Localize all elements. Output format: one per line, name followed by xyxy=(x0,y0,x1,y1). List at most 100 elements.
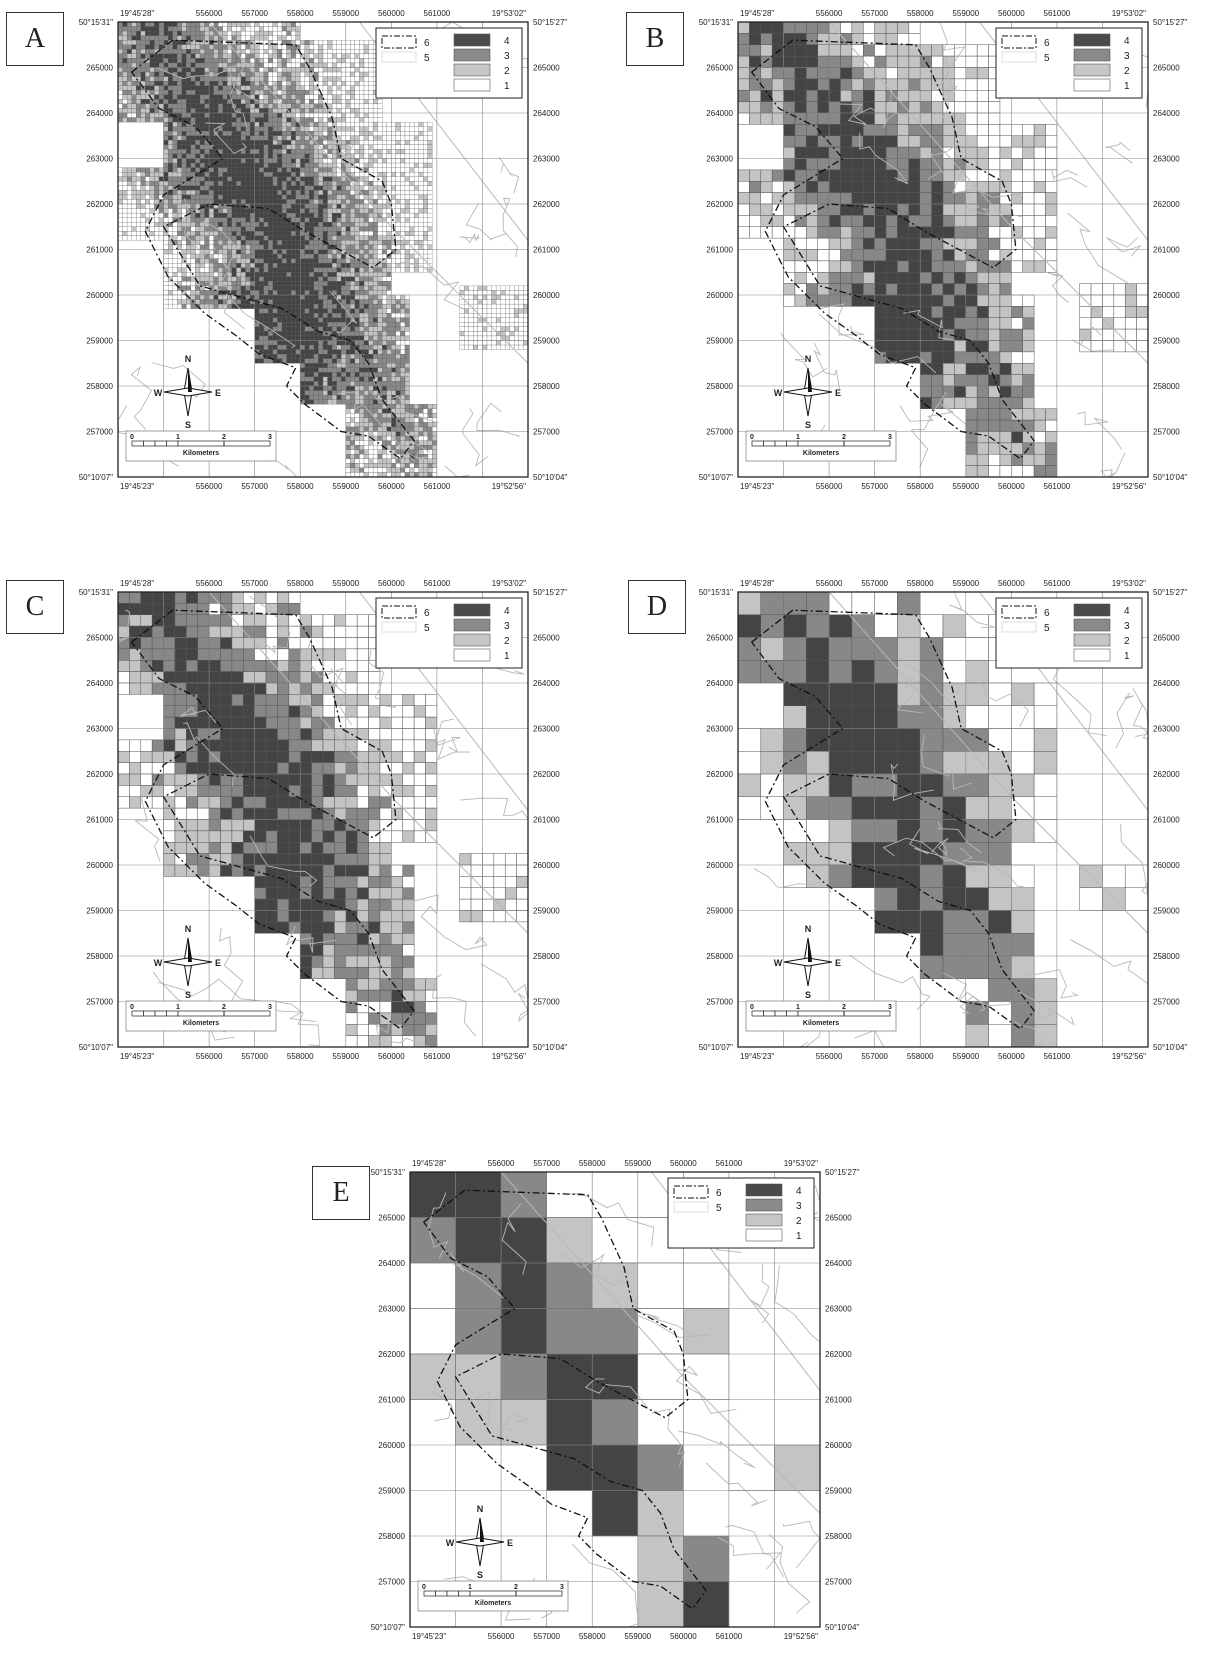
raster-cell xyxy=(241,218,246,223)
raster-cell xyxy=(136,118,141,123)
raster-cell xyxy=(232,72,237,77)
raster-cell xyxy=(209,99,214,104)
raster-cell xyxy=(318,113,323,118)
raster-cell xyxy=(118,108,123,113)
raster-cell xyxy=(227,272,232,277)
raster-cell xyxy=(337,236,342,241)
raster-cell xyxy=(273,136,278,141)
raster-cell xyxy=(296,259,301,264)
raster-cell xyxy=(300,90,305,95)
raster-cell xyxy=(350,118,355,123)
raster-cell xyxy=(268,58,273,63)
raster-cell xyxy=(300,391,305,396)
raster-cell xyxy=(328,227,333,232)
raster-cell xyxy=(396,368,401,373)
raster-cell xyxy=(259,259,264,264)
raster-cell xyxy=(396,427,401,432)
raster-cell xyxy=(350,58,355,63)
raster-cell xyxy=(314,113,319,118)
raster-cell xyxy=(314,199,319,204)
raster-cell xyxy=(346,227,351,232)
raster-cell xyxy=(309,359,314,364)
raster-cell xyxy=(241,190,246,195)
raster-cell xyxy=(369,377,374,382)
raster-cell xyxy=(195,159,200,164)
raster-cell xyxy=(168,300,173,305)
raster-cell xyxy=(410,463,415,468)
raster-cell xyxy=(300,163,305,168)
raster-cell xyxy=(387,140,392,145)
raster-cell xyxy=(164,259,169,264)
raster-cell xyxy=(410,195,415,200)
raster-cell xyxy=(168,259,173,264)
raster-cell xyxy=(264,281,269,286)
raster-cell xyxy=(410,154,415,159)
raster-cell xyxy=(359,463,364,468)
raster-cell xyxy=(273,245,278,250)
raster-cell xyxy=(428,227,433,232)
raster-cell xyxy=(268,263,273,268)
raster-cell xyxy=(214,231,219,236)
raster-cell xyxy=(387,159,392,164)
raster-cell xyxy=(323,395,328,400)
raster-cell xyxy=(241,31,246,36)
raster-cell xyxy=(264,122,269,127)
raster-cell xyxy=(378,318,383,323)
raster-cell xyxy=(259,58,264,63)
raster-cell xyxy=(341,49,346,54)
raster-cell xyxy=(218,90,223,95)
raster-cell xyxy=(296,272,301,277)
raster-cell xyxy=(350,154,355,159)
raster-cell xyxy=(314,118,319,123)
raster-cell xyxy=(419,172,424,177)
raster-cell xyxy=(277,113,282,118)
raster-cell xyxy=(305,245,310,250)
raster-cell xyxy=(241,127,246,132)
raster-cell xyxy=(255,277,260,282)
raster-cell xyxy=(378,136,383,141)
raster-cell xyxy=(255,309,260,314)
raster-cell xyxy=(300,122,305,127)
raster-cell xyxy=(164,145,169,150)
raster-cell xyxy=(378,113,383,118)
raster-cell xyxy=(323,268,328,273)
raster-cell xyxy=(191,204,196,209)
raster-cell xyxy=(328,345,333,350)
raster-cell xyxy=(246,290,251,295)
raster-cell xyxy=(419,404,424,409)
raster-cell xyxy=(391,263,396,268)
raster-cell xyxy=(259,154,264,159)
raster-cell xyxy=(332,86,337,91)
raster-cell xyxy=(127,31,132,36)
raster-cell xyxy=(214,236,219,241)
raster-cell xyxy=(318,250,323,255)
raster-cell xyxy=(514,341,519,346)
raster-cell xyxy=(273,27,278,32)
raster-cell xyxy=(259,286,264,291)
raster-cell xyxy=(423,422,428,427)
raster-cell xyxy=(364,377,369,382)
raster-cell xyxy=(323,145,328,150)
raster-cell xyxy=(346,199,351,204)
raster-cell xyxy=(205,300,210,305)
raster-cell xyxy=(291,304,296,309)
raster-cell xyxy=(496,322,501,327)
raster-cell xyxy=(259,149,264,154)
raster-cell xyxy=(273,118,278,123)
raster-cell xyxy=(273,277,278,282)
raster-cell xyxy=(127,209,132,214)
raster-cell xyxy=(223,177,228,182)
raster-cell xyxy=(391,341,396,346)
raster-cell xyxy=(364,186,369,191)
raster-cell xyxy=(273,295,278,300)
raster-cell xyxy=(164,122,169,127)
raster-cell xyxy=(123,190,128,195)
raster-cell xyxy=(205,58,210,63)
raster-cell xyxy=(232,131,237,136)
raster-cell xyxy=(282,286,287,291)
raster-cell xyxy=(378,236,383,241)
raster-cell xyxy=(382,177,387,182)
raster-cell xyxy=(195,49,200,54)
raster-cell xyxy=(241,54,246,59)
